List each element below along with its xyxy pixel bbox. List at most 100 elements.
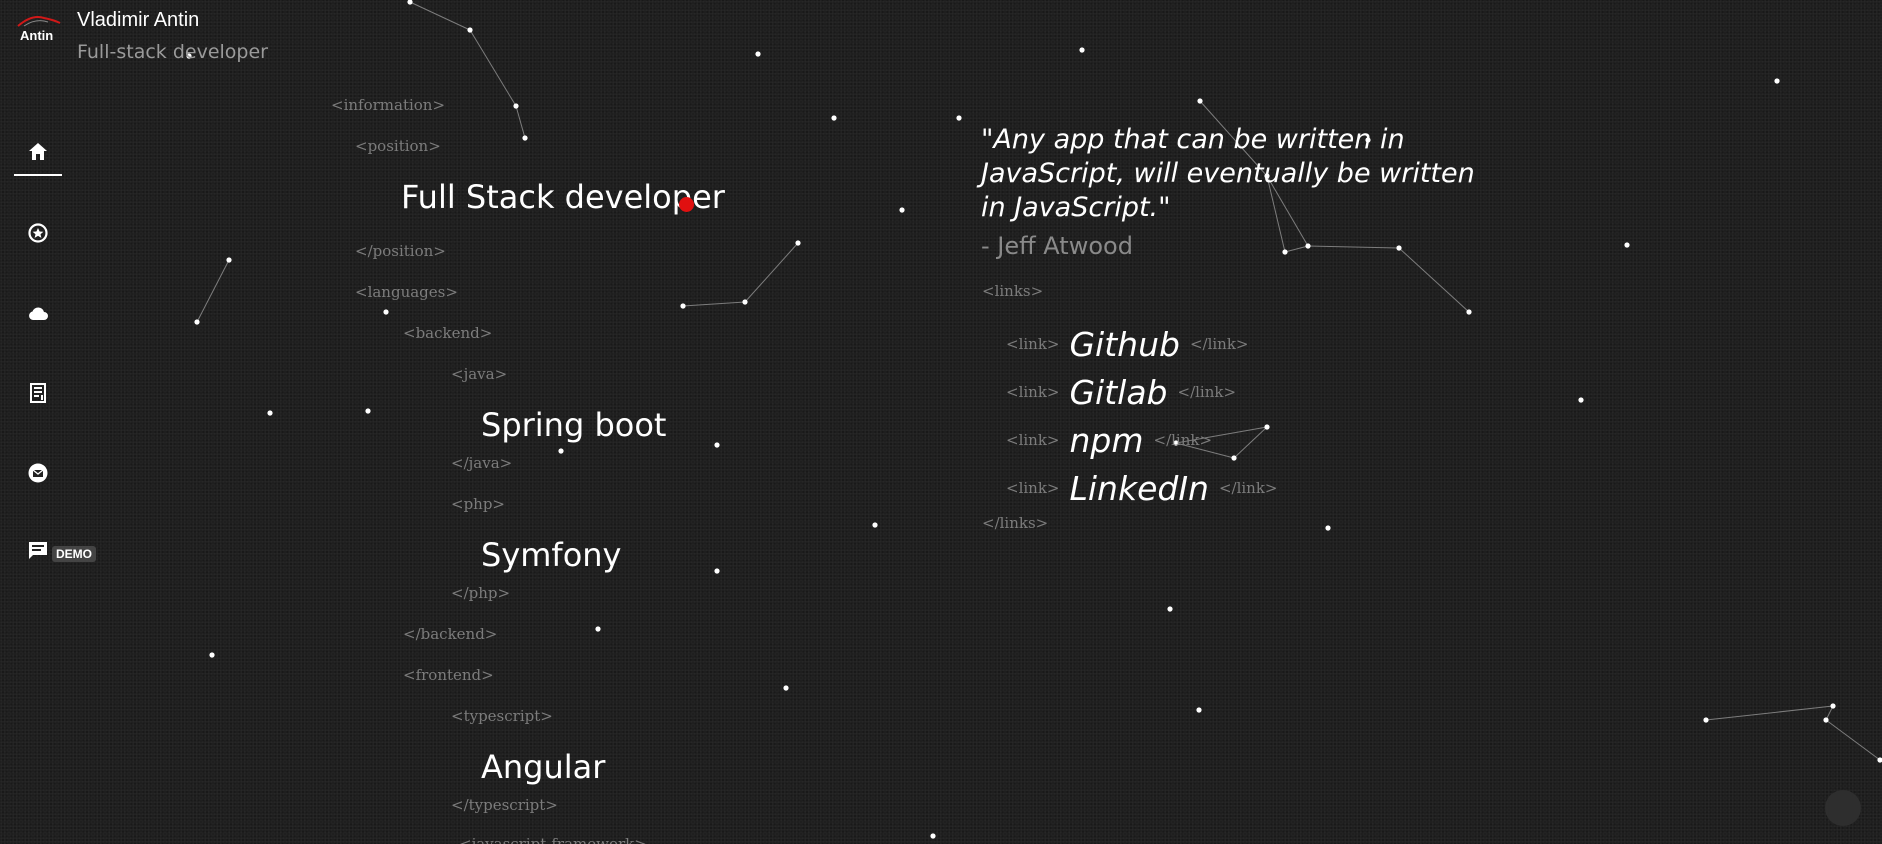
star-dot [226,257,232,263]
quote-text: "Any app that can be written in JavaScri… [981,124,1475,223]
star-dot [1079,47,1085,53]
link-row-github: <link> Github </link> [1006,324,1249,364]
nav-contact[interactable] [14,450,62,496]
star-dot [467,27,473,33]
tag-links-open: <links> [982,282,1044,300]
skills-icon [28,223,48,243]
star-dot [1466,309,1472,315]
star-dot [1823,717,1829,723]
tag-links-close: </links> [982,514,1049,532]
star-dot [186,53,192,59]
nav-cloud[interactable] [14,290,62,336]
star-dot [1365,137,1371,143]
tag-position-open: <position> [355,137,441,155]
nav-demo[interactable]: DEMO [14,528,96,574]
star-dot [209,652,215,658]
tag-information-open: <information> [331,96,446,114]
cloud-icon [29,307,48,320]
tag-backend-open: <backend> [403,324,493,342]
constellation-line [409,1,471,31]
star-dot [783,685,789,691]
star-dot [714,568,720,574]
star-dot [1264,424,1270,430]
star-dot [1325,525,1331,531]
position-value: Full Stack developer [401,178,725,216]
constellation-line [1175,442,1235,459]
scroll-top-button[interactable] [1825,790,1861,826]
logo[interactable]: Antin [14,14,62,46]
tag-link-close: </link> [1153,431,1213,449]
tag-link-open: <link> [1006,431,1060,449]
typescript-framework-value: Angular [481,748,606,786]
star-dot [872,522,878,528]
star-dot [1173,440,1179,446]
star-dot [407,0,413,5]
java-framework-value: Spring boot [481,406,667,444]
constellation-line [1199,100,1268,177]
star-dot [1877,757,1882,763]
tag-javascript-framework-open: <javascript-framework> [459,835,647,844]
constellation-line [1825,719,1881,761]
star-dot [513,103,519,109]
star-dot [755,51,761,57]
star-dot [1396,245,1402,251]
link-github[interactable]: Github [1069,324,1180,364]
star-dot [522,135,528,141]
constellation-line [1284,245,1309,253]
chat-icon [29,542,47,559]
star-dot [1305,243,1311,249]
link-row-npm: <link> npm </link> [1006,420,1212,460]
star-dot [930,833,936,839]
constellation-line [196,259,230,323]
constellation-line [744,242,799,303]
constellation-line [1825,705,1834,721]
link-row-gitlab: <link> Gitlab </link> [1006,372,1236,412]
constellation-line [1705,705,1834,721]
red-cursor-dot [679,197,694,212]
link-gitlab[interactable]: Gitlab [1069,372,1168,412]
constellation-line [1175,426,1268,444]
star-dot [1703,717,1709,723]
document-icon [30,383,46,403]
constellation-line [469,29,517,107]
constellation-line [1266,175,1309,247]
tag-languages-open: <languages> [355,283,458,301]
link-npm[interactable]: npm [1069,420,1144,460]
star-dot [595,626,601,632]
star-dot [1282,249,1288,255]
star-dot [1167,606,1173,612]
star-dot [831,115,837,121]
nav-documents[interactable] [14,370,62,416]
tag-link-close: </link> [1218,479,1278,497]
star-dot [267,410,273,416]
home-icon [29,143,47,160]
logo-text: Antin [20,28,54,43]
tag-typescript-open: <typescript> [451,707,553,725]
star-dot [1578,397,1584,403]
constellation-line [1266,175,1286,253]
tag-link-open: <link> [1006,479,1060,497]
tag-java-close: </java> [451,454,513,472]
tag-backend-close: </backend> [403,625,498,643]
quote-author: - Jeff Atwood [981,232,1133,260]
link-linkedin[interactable]: LinkedIn [1069,468,1209,508]
constellation-line [1233,426,1268,459]
mail-icon [28,463,48,483]
php-framework-value: Symfony [481,536,622,574]
nav-skills[interactable] [14,210,62,256]
star-dot [742,299,748,305]
star-dot [680,303,686,309]
star-dot [899,207,905,213]
star-dot [1197,98,1203,104]
tag-link-open: <link> [1006,383,1060,401]
tag-link-close: </link> [1189,335,1249,353]
nav-home[interactable] [14,130,62,176]
tag-typescript-close: </typescript> [451,796,558,814]
star-dot [1830,703,1836,709]
constellation-line [682,301,746,307]
logo-swoosh-icon [17,16,61,27]
tag-php-open: <php> [451,495,506,513]
star-dot [1264,173,1270,179]
star-dot [795,240,801,246]
